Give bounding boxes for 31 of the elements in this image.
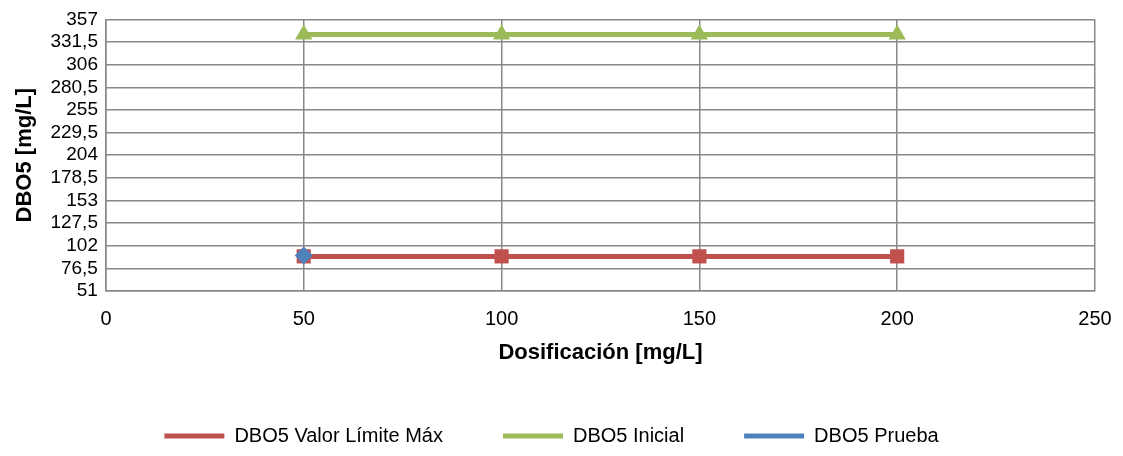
legend-label: DBO5 Inicial [572, 423, 685, 446]
x-axis-title: Dosificación [mg/L] [498, 338, 703, 364]
y-tick-label: 255 [66, 98, 98, 120]
y-tick-label: 204 [66, 143, 99, 165]
point [492, 24, 511, 40]
point [494, 249, 509, 264]
point [692, 249, 707, 264]
y-tick-label: 357 [66, 7, 98, 29]
y-tick-label: 51 [76, 279, 98, 301]
y-tick-label: 331,5 [50, 30, 98, 52]
y-tick-label: 306 [66, 52, 98, 74]
point [690, 24, 709, 40]
y-tick-label: 127,5 [50, 211, 98, 233]
point [890, 249, 905, 264]
legend-label: DBO5 Valor Límite Máx [234, 423, 443, 446]
y-tick-label: 102 [66, 233, 98, 255]
x-tick-label: 250 [1078, 306, 1112, 329]
y-tick-label: 229,5 [50, 120, 98, 142]
y-tick-label: 178,5 [50, 166, 98, 188]
point [295, 24, 313, 40]
y-tick-label: 76,5 [60, 256, 98, 278]
y-axis-title: DBO5 [mg/L] [11, 87, 37, 223]
y-tick-label: 280,5 [50, 75, 98, 97]
x-tick-label: 50 [292, 306, 315, 329]
x-tick-label: 200 [880, 306, 914, 329]
x-tick-label: 100 [484, 306, 519, 329]
legend-label: DBO5 Prueba [814, 423, 940, 446]
y-tick-label: 153 [66, 188, 98, 210]
x-tick-label: 0 [100, 306, 112, 329]
x-tick-label: 150 [682, 306, 717, 329]
point [888, 24, 906, 40]
